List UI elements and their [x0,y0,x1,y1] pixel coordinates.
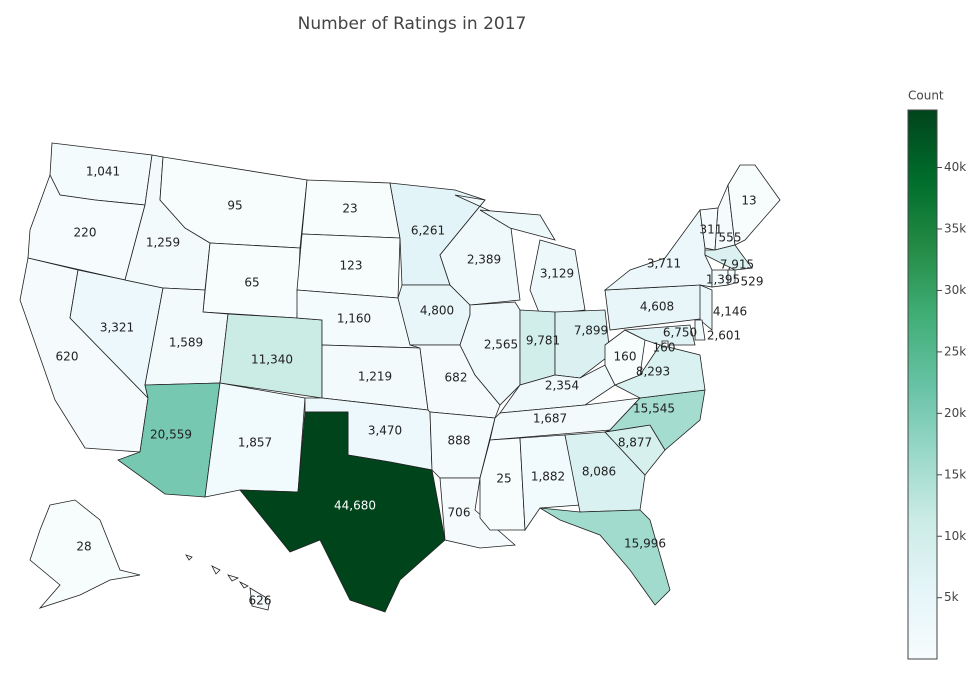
state-value-label: 2,354 [545,379,579,393]
state-value-label: 1,687 [533,412,567,426]
state-value-label: 1,857 [238,436,272,450]
state-value-label: 1,219 [358,370,392,384]
colorbar-tick-label: 15k [944,467,966,481]
state-value-label: 706 [448,506,471,520]
state-value-label: 6,261 [411,224,445,238]
state-value-label: 1,395 [706,273,740,287]
state [564,431,646,513]
state [623,324,696,346]
state [539,507,671,606]
colorbar-tick-label: 20k [944,406,966,420]
state-value-label: 65 [244,276,259,290]
state [459,301,521,406]
state-value-label: 13 [741,194,756,208]
state-value-label: 8,877 [618,436,652,450]
state-value-label: 160 [653,341,676,355]
state-value-label: 2,565 [484,338,518,352]
state-value-label: 311 [700,223,723,237]
colorbar-title: Count [908,89,944,103]
colorbar [907,109,938,660]
state-value-label: 2,601 [707,329,741,343]
colorbar-tick-label: 40k [944,160,966,174]
state-value-label: 1,041 [86,165,120,179]
state-value-label: 9,781 [526,334,560,348]
state-value-label: 1,160 [337,312,371,326]
state-value-label: 15,996 [624,537,666,551]
state-value-label: 28 [76,540,91,554]
state-value-label: 44,680 [334,499,376,513]
state-value-label: 2,389 [467,253,501,267]
state [185,554,271,611]
state [694,319,706,341]
state-value-label: 888 [448,434,471,448]
state-value-label: 4,146 [713,305,747,319]
state-value-label: 620 [56,350,79,364]
state-value-label: 4,608 [640,300,674,314]
state-value-label: 95 [227,199,242,213]
map [19,142,781,613]
state [727,269,736,286]
state-value-label: 3,129 [540,267,574,281]
state-value-label: 3,711 [647,257,681,271]
state-value-label: 25 [496,472,511,486]
state-value-label: 20,559 [150,428,192,442]
state-value-label: 529 [741,275,764,289]
state-value-label: 626 [249,594,272,608]
colorbar-tick-label: 35k [944,221,966,235]
state-value-label: 6,750 [663,326,697,340]
state-value-label: 7,915 [720,258,754,272]
state [554,309,611,379]
state-value-label: 7,899 [574,324,608,338]
state-value-label: 3,470 [368,424,402,438]
state-value-label: 1,882 [531,470,565,484]
state [29,499,141,609]
state-value-label: 8,293 [636,365,670,379]
state [239,411,446,613]
state-value-label: 11,340 [251,353,293,367]
state-value-label: 3,321 [100,321,134,335]
colorbar-tick-label: 30k [944,283,966,297]
state [439,194,521,306]
state [519,434,581,532]
state-value-label: 23 [342,202,357,216]
state [704,244,753,271]
state [603,208,713,291]
chart-title: Number of Ratings in 2017 [298,14,527,34]
state-value-label: 123 [340,259,363,273]
state-value-label: 8,086 [582,465,616,479]
state-value-label: 220 [74,226,97,240]
state-value-label: 15,545 [633,402,675,416]
state [661,340,669,348]
state-value-label: 160 [614,350,637,364]
colorbar-tick-label: 10k [944,529,966,543]
colorbar-tick-label: 5k [944,590,959,604]
state [519,309,556,386]
colorbar-tick-label: 25k [944,344,966,358]
state-value-label: 682 [445,371,468,385]
state-value-label: 1,259 [146,236,180,250]
state [699,284,713,331]
state-value-label: 555 [719,231,742,245]
state-value-label: 4,800 [420,304,454,318]
state-value-label: 1,589 [169,336,203,350]
